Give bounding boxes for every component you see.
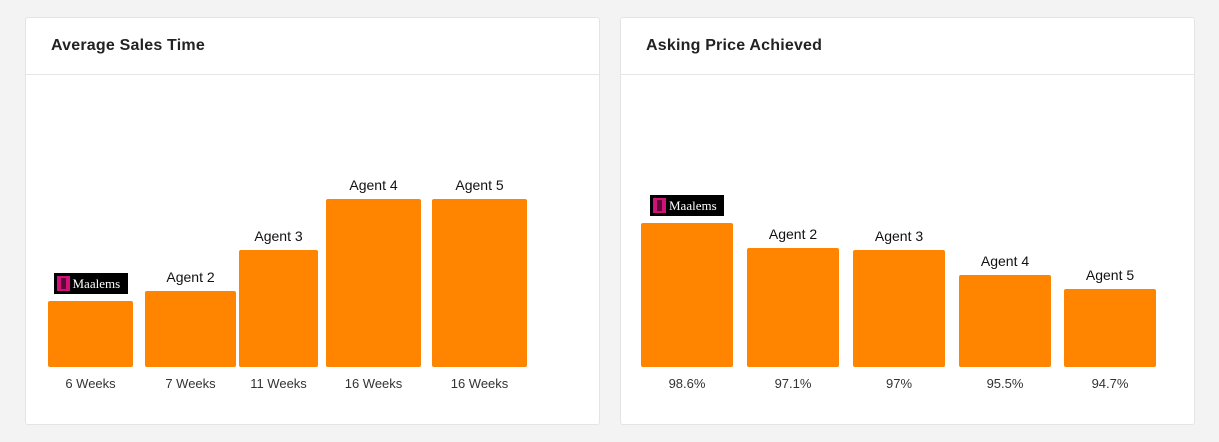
bar-chart-plot: Maalems 98.6% Agent 2 97.1% Agent 3 97% Agent … (621, 75, 1194, 424)
value-label: 97.1% (774, 376, 812, 391)
logo-mark-icon (653, 198, 666, 213)
value-label: 11 Weeks (250, 376, 307, 391)
card-header: Average Sales Time (26, 18, 599, 75)
category-label: Agent 2 (166, 268, 215, 285)
value-label: 16 Weeks (450, 376, 509, 391)
bar (853, 250, 945, 367)
chart-title: Asking Price Achieved (646, 37, 823, 54)
category-label: Agent 3 (254, 228, 303, 244)
category-label: Agent 5 (1085, 267, 1135, 283)
bar (239, 250, 318, 367)
bar (48, 301, 133, 367)
logo-mark-icon (56, 276, 70, 291)
bar-chart-plot: Maalems 6 Weeks Agent 2 7 Weeks Agent 3 11 We… (26, 75, 599, 424)
bar (432, 199, 527, 367)
value-label: 98.6% (668, 376, 706, 391)
bar (1064, 289, 1156, 367)
category-label: Maalems (72, 276, 121, 291)
chart-title: Average Sales Time (51, 37, 205, 54)
average-sales-time-card: Average Sales Time Maalems 6 Weeks Agent 2… (25, 17, 600, 425)
bar (145, 290, 236, 367)
asking-price-achieved-card: Asking Price Achieved Maalems 98.6% Agent … (620, 17, 1195, 425)
category-label: Agent 3 (874, 228, 924, 245)
category-label: Agent 4 (980, 253, 1030, 270)
value-label: 97% (885, 376, 913, 391)
value-label: 95.5% (986, 376, 1024, 391)
value-label: 7 Weeks (165, 376, 216, 391)
category-label: Agent 2 (768, 226, 818, 243)
category-label: Agent 4 (349, 177, 398, 193)
value-label: 16 Weeks (344, 376, 403, 391)
value-label: 6 Weeks (65, 376, 116, 391)
card-header: Asking Price Achieved (621, 18, 1194, 75)
bar (747, 248, 839, 367)
category-label: Maalems (669, 198, 717, 213)
maalems-logo: Maalems (53, 273, 128, 294)
bar (326, 199, 421, 367)
maalems-logo: Maalems (650, 195, 724, 216)
bar (641, 223, 733, 367)
category-label: Agent 5 (455, 177, 504, 193)
value-label: 94.7% (1091, 376, 1129, 391)
bar (959, 275, 1051, 367)
